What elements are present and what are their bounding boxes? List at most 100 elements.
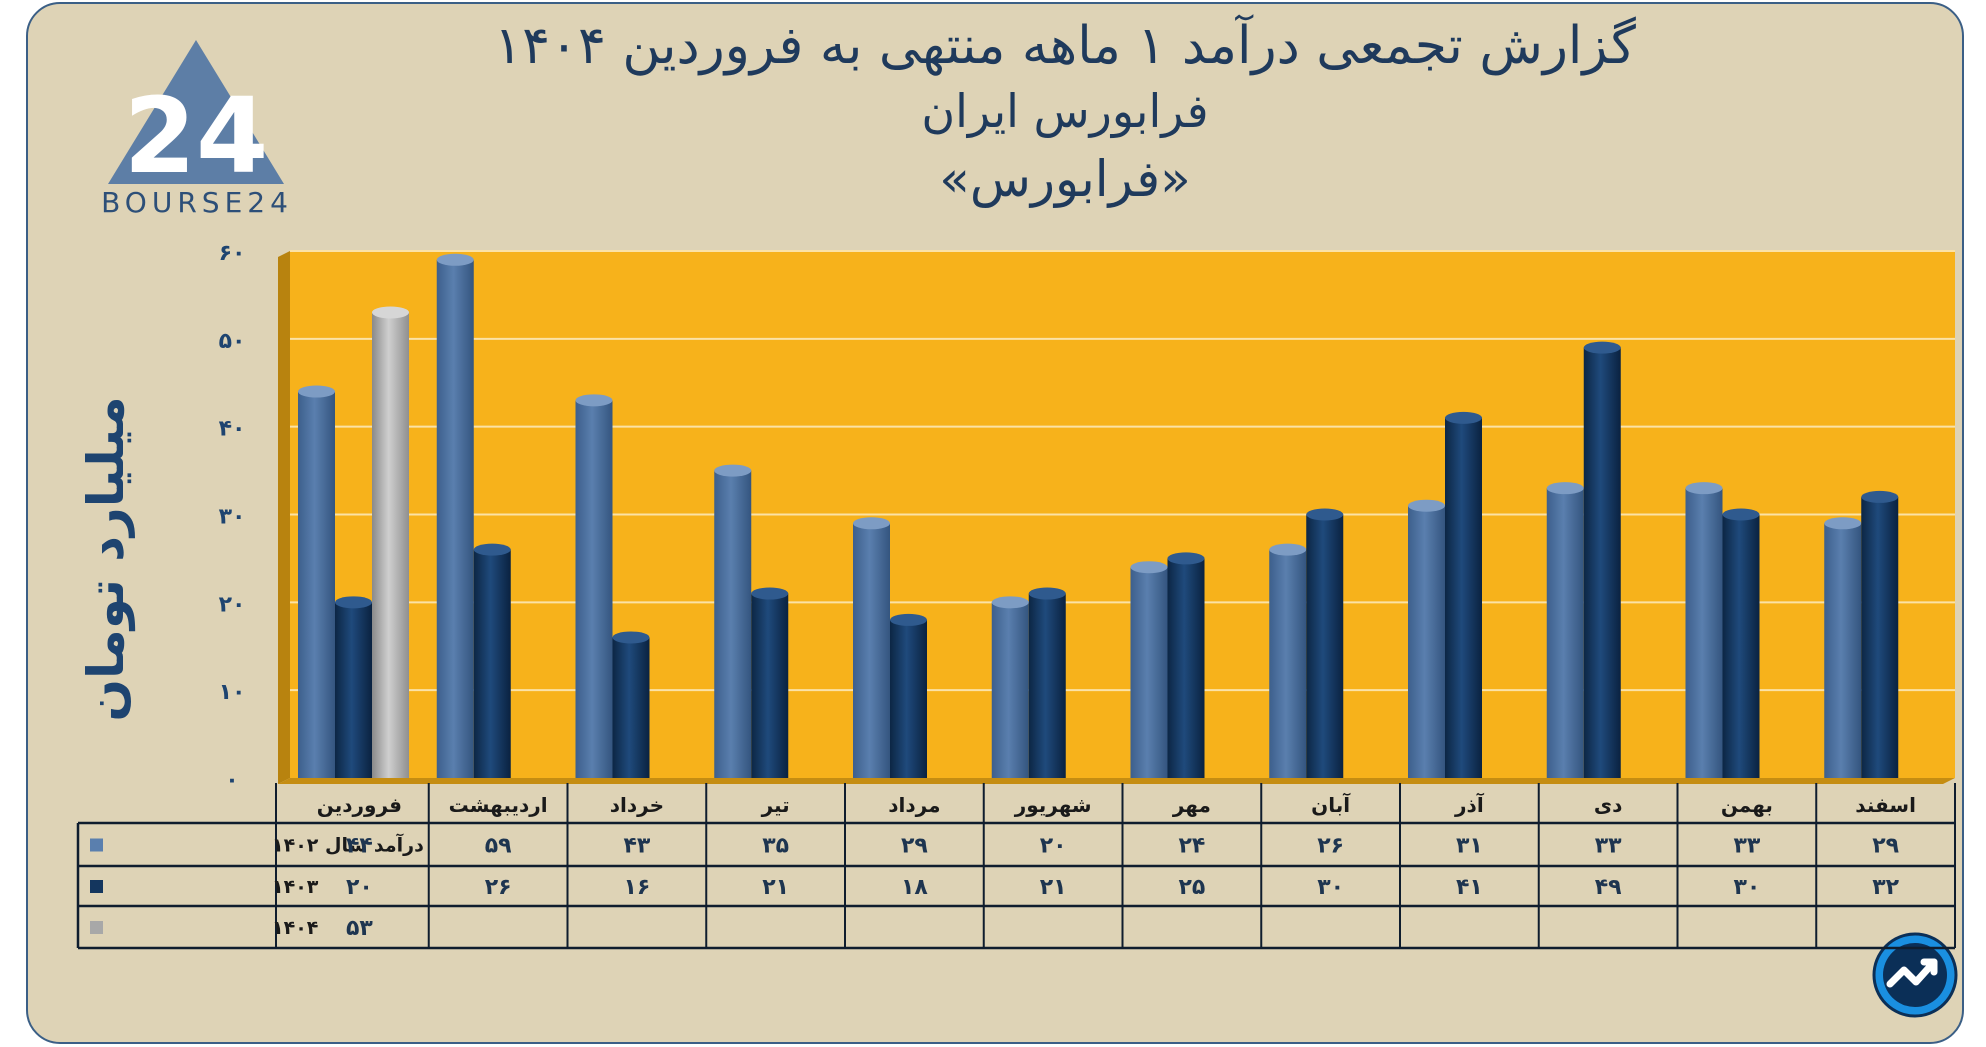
company-name: «فرابورس» xyxy=(939,150,1191,208)
plot-floor xyxy=(278,778,1955,784)
x-tick-label: مرداد xyxy=(888,793,940,817)
y-tick-label: ۰ xyxy=(225,768,238,793)
y-tick-label: ۲۰ xyxy=(219,592,246,617)
bar-cap xyxy=(1408,499,1445,512)
bar-cap xyxy=(436,253,474,266)
bar-cap xyxy=(853,517,890,530)
bar-۱۴۰۳-7 xyxy=(1306,514,1344,778)
legend-label-۱۴۰۲: درآمد سال ۱۴۰۲ xyxy=(272,833,424,857)
bar-۱۴۰۲-10 xyxy=(1685,488,1723,778)
bar-cap xyxy=(1167,552,1205,565)
bourse24-logo-icon: 24 xyxy=(108,40,284,197)
data-label: ۳۲ xyxy=(1872,875,1899,900)
data-label: ۴۳ xyxy=(623,834,650,859)
bar-۱۴۰۳-6 xyxy=(1167,558,1205,778)
x-tick-label: خرداد xyxy=(610,793,664,817)
bar-cap xyxy=(1445,411,1482,424)
bar-cap xyxy=(473,543,511,556)
x-tick-label: بهمن xyxy=(1721,793,1773,817)
bar-۱۴۰۲-3 xyxy=(714,470,752,778)
data-label: ۵۳ xyxy=(346,916,373,941)
bar-cap xyxy=(991,596,1029,609)
bar-۱۴۰۲-11 xyxy=(1824,523,1862,778)
chart-trend-icon[interactable] xyxy=(1872,932,1958,1018)
data-label: ۳۵ xyxy=(762,834,789,859)
plot-side-wall xyxy=(278,251,290,784)
y-tick-label: ۶۰ xyxy=(219,241,246,266)
bar-cap xyxy=(751,587,789,600)
legend-swatch-۱۴۰۴ xyxy=(90,921,103,934)
data-label: ۲۶ xyxy=(485,875,512,900)
bar-cap xyxy=(1306,508,1344,521)
data-label: ۲۶ xyxy=(1317,834,1344,859)
legend-label-۱۴۰۴: ۱۴۰۴ xyxy=(272,917,318,939)
bar-۱۴۰۳-3 xyxy=(751,593,789,778)
bar-cap xyxy=(1583,341,1621,354)
bar-cap xyxy=(1546,482,1584,495)
logo-text: BOURSE24 xyxy=(101,186,293,219)
data-label: ۲۹ xyxy=(1872,834,1899,859)
bar-cap xyxy=(575,394,613,407)
bar-cap xyxy=(1861,490,1899,503)
data-label: ۴۹ xyxy=(1595,875,1622,900)
bar-۱۴۰۲-1 xyxy=(436,259,474,778)
data-label: ۳۳ xyxy=(1595,834,1622,859)
bar-۱۴۰۲-5 xyxy=(991,602,1029,778)
bar-cap xyxy=(298,385,335,398)
bar-cap xyxy=(1722,508,1760,521)
bar-۱۴۰۲-2 xyxy=(575,400,613,778)
bar-cap xyxy=(1130,561,1168,574)
bar-۱۴۰۴-0 xyxy=(372,312,409,778)
bar-cap xyxy=(890,613,927,626)
data-label: ۲۵ xyxy=(1178,875,1205,900)
y-tick-label: ۴۰ xyxy=(219,417,246,442)
bar-cap xyxy=(1028,587,1066,600)
bar-cap xyxy=(335,596,372,609)
data-label: ۲۴ xyxy=(1178,834,1205,859)
x-tick-label: آبان xyxy=(1311,792,1351,817)
bar-cap xyxy=(714,464,752,477)
y-tick-label: ۵۰ xyxy=(219,329,246,354)
chart-subtitle: فرابورس ایران xyxy=(921,84,1209,138)
bar-۱۴۰۲-7 xyxy=(1269,549,1307,778)
data-label: ۲۱ xyxy=(1040,875,1067,900)
x-tick-label: تیر xyxy=(761,793,790,817)
legend-label-۱۴۰۳: ۱۴۰۳ xyxy=(272,876,319,898)
data-label: ۱۸ xyxy=(901,875,928,900)
data-label: ۳۰ xyxy=(1733,875,1760,900)
data-label: ۲۰ xyxy=(346,875,373,900)
bar-۱۴۰۲-8 xyxy=(1408,505,1445,778)
data-label: ۴۱ xyxy=(1456,875,1483,900)
bar-cap xyxy=(1269,543,1307,556)
logo-mark: 24 xyxy=(124,75,269,197)
x-tick-label: آذر xyxy=(1454,792,1485,817)
bar-۱۴۰۳-5 xyxy=(1028,593,1066,778)
bar-۱۴۰۲-6 xyxy=(1130,567,1168,778)
data-label: ۲۹ xyxy=(901,834,928,859)
data-label: ۱۶ xyxy=(623,875,650,900)
legend-swatch-۱۴۰۲ xyxy=(90,838,103,852)
legend-swatch-۱۴۰۳ xyxy=(90,880,103,893)
x-tick-label: اردیبهشت xyxy=(449,793,548,817)
bar-۱۴۰۳-11 xyxy=(1861,496,1899,778)
x-tick-label: شهریور xyxy=(1014,793,1092,817)
bar-۱۴۰۳-4 xyxy=(890,619,927,778)
bar-cap xyxy=(1685,482,1723,495)
bar-۱۴۰۳-8 xyxy=(1445,417,1482,778)
bar-cap xyxy=(612,631,650,644)
data-label: ۳۳ xyxy=(1733,834,1760,859)
x-tick-label: مهر xyxy=(1172,793,1211,817)
bar-cap xyxy=(372,306,409,319)
bar-cap xyxy=(1824,517,1862,530)
data-label: ۳۰ xyxy=(1317,875,1344,900)
bar-۱۴۰۳-1 xyxy=(473,549,511,778)
x-tick-label: فروردین xyxy=(317,793,402,817)
bar-۱۴۰۳-0 xyxy=(335,602,372,778)
bar-۱۴۰۲-4 xyxy=(853,523,890,778)
x-tick-label: دی xyxy=(1594,793,1623,817)
data-label: ۲۱ xyxy=(762,875,789,900)
bar-۱۴۰۲-9 xyxy=(1546,488,1584,778)
y-tick-label: ۳۰ xyxy=(219,505,246,530)
chart-title: گزارش تجمعی درآمد ۱ ماهه منتهی به فروردی… xyxy=(494,16,1636,76)
